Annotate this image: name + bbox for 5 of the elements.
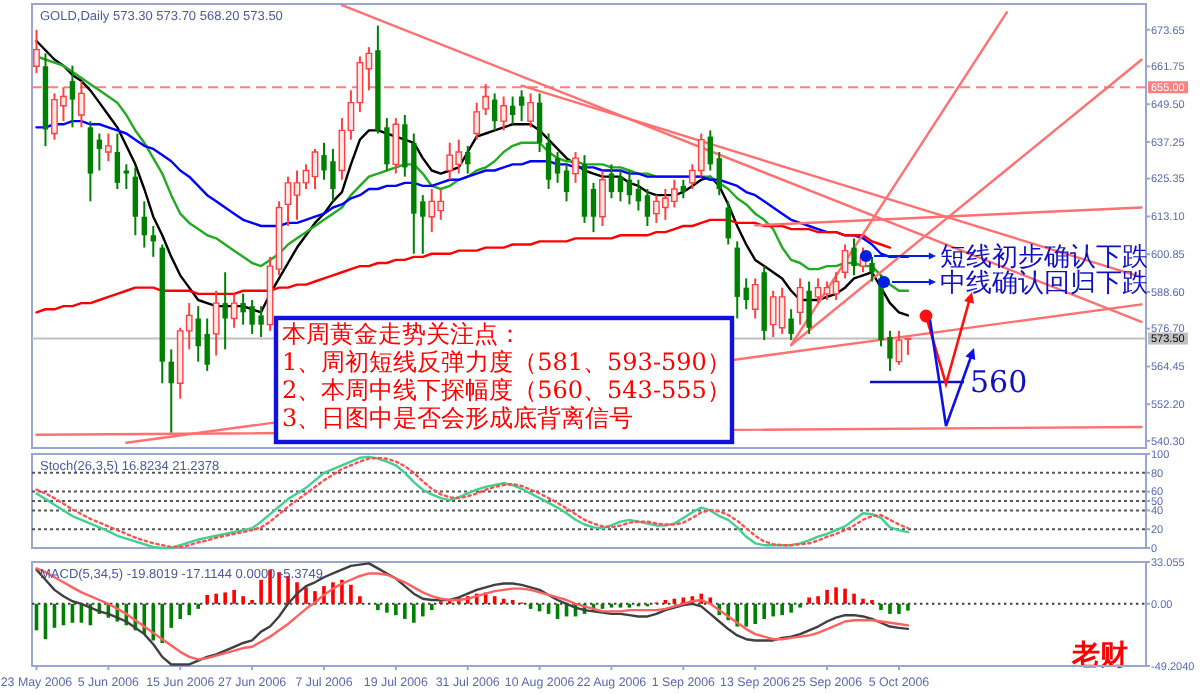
annotation: 3、日图中是否会形成底背离信号 — [282, 404, 634, 432]
annotation: 560 — [970, 364, 1028, 400]
annotation: 1、周初短线反弹力度（581、593-590） — [282, 348, 731, 376]
annotation: 本周黄金走势关注点： — [282, 320, 522, 348]
annotation: 2、本周中线下探幅度（560、543-555） — [282, 376, 731, 404]
